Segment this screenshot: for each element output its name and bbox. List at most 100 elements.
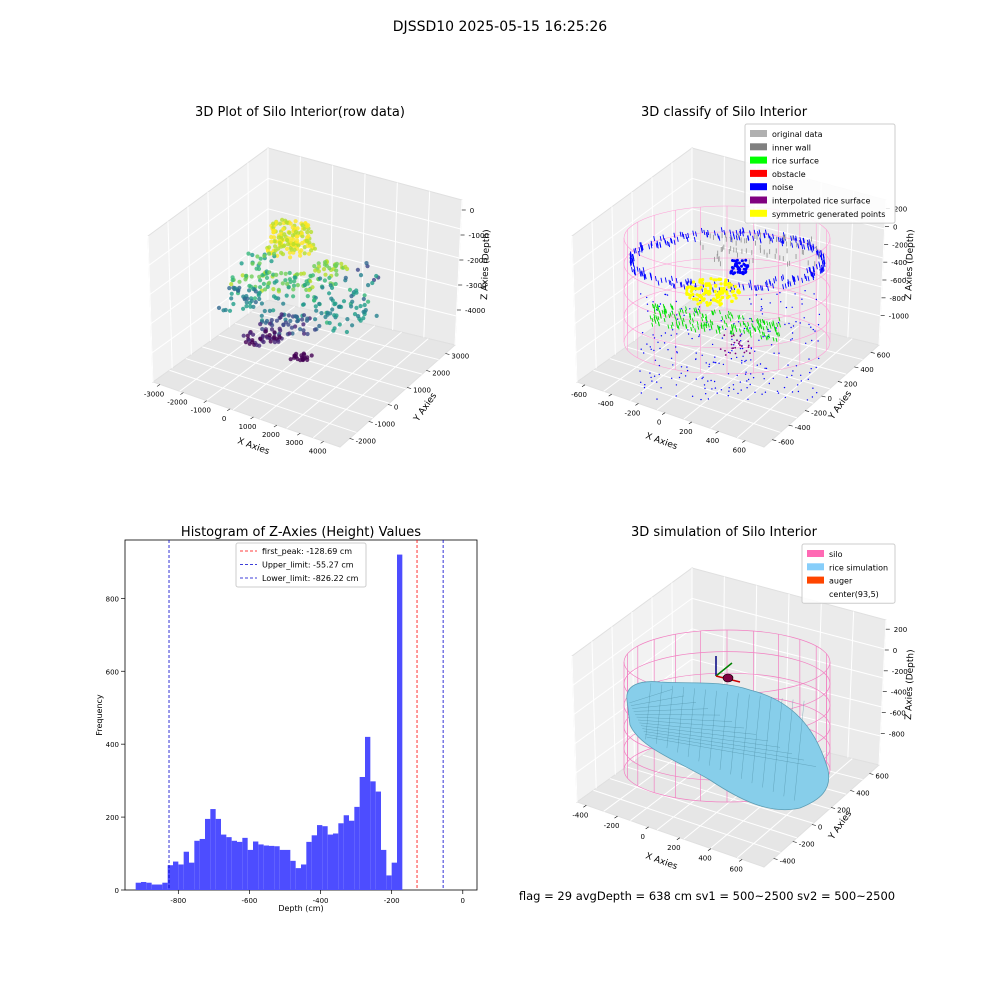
gridline	[169, 369, 357, 433]
noise-point	[744, 373, 747, 375]
gridline	[202, 346, 390, 404]
histogram-bar	[317, 825, 323, 890]
data-point	[269, 234, 274, 240]
noise-point	[815, 366, 817, 369]
y-tick-label: -1000	[375, 421, 395, 429]
x-tick-label: 0	[461, 897, 465, 905]
data-point	[287, 331, 292, 336]
noise-point	[650, 243, 653, 249]
noise-point	[689, 308, 691, 310]
z-tick-label: 200	[894, 626, 907, 634]
symmetric-point	[713, 289, 717, 294]
noise-point	[664, 238, 666, 244]
noise-point	[658, 305, 660, 308]
rice-surface-point	[651, 322, 654, 327]
interpolated-point	[749, 352, 751, 354]
noise-point	[655, 242, 658, 248]
data-point	[316, 269, 321, 274]
data-point	[327, 275, 332, 280]
noise-point	[809, 267, 812, 273]
p4-rice-surface	[626, 681, 830, 811]
y-tick	[804, 410, 810, 412]
noise-point	[742, 355, 744, 357]
histogram-bar	[226, 837, 232, 890]
surface-mesh	[636, 716, 733, 722]
noise-point	[747, 398, 749, 400]
legend-label: obstacle	[772, 170, 806, 179]
data-point	[291, 237, 296, 242]
data-point	[285, 237, 290, 243]
noise-point	[633, 269, 636, 275]
data-point	[251, 332, 256, 337]
interpolated-point	[747, 344, 750, 347]
surface-mesh	[640, 725, 769, 742]
data-point	[252, 296, 258, 301]
symmetric-point	[725, 282, 730, 286]
data-point	[227, 308, 233, 313]
noise-point	[736, 356, 738, 359]
noise-point	[632, 260, 635, 266]
rice-surface-point	[759, 318, 762, 324]
noise-point	[713, 230, 716, 236]
noise-point	[683, 284, 686, 290]
rice-surface-point	[657, 316, 660, 321]
gridline	[571, 655, 578, 803]
data-point	[274, 318, 279, 323]
noise-point	[639, 242, 642, 248]
p1-z-ticks: 0 -1000 -2000 -3000 -4000	[456, 207, 489, 315]
noise-point	[659, 303, 662, 305]
legend-box	[744, 123, 896, 224]
p3-title: Histogram of Z-Axies (Height) Values	[181, 525, 421, 540]
noise-point	[691, 337, 693, 340]
noise-point	[670, 334, 672, 336]
noise-point	[686, 236, 689, 243]
rice-surface-point	[673, 314, 676, 319]
symmetric-point	[701, 298, 706, 302]
data-point	[254, 342, 259, 348]
gridline	[603, 306, 720, 392]
y-tick	[870, 351, 875, 354]
noise-point	[709, 329, 711, 331]
rice-surface-point	[731, 314, 734, 319]
noise-point	[767, 233, 770, 239]
noise-point	[631, 254, 634, 260]
data-point	[243, 340, 248, 345]
p2-legend: original data inner wall rice surface obsta…	[744, 123, 896, 224]
data-point	[302, 226, 307, 231]
p3-plot-frame	[124, 539, 478, 891]
rice-surface-point	[663, 305, 666, 310]
noise-point	[630, 251, 632, 258]
p3-y-ticks: 0 200 400 600 800	[106, 595, 125, 895]
data-point	[305, 294, 310, 299]
histogram-bar	[359, 776, 365, 890]
noise-point	[744, 258, 748, 262]
noise-point	[821, 261, 824, 267]
interpolated-point	[730, 335, 733, 338]
data-point	[277, 326, 282, 331]
noise-point	[813, 269, 815, 275]
noise-point	[791, 306, 793, 308]
legend-label: interpolated rice surface	[772, 197, 870, 206]
data-point	[347, 287, 353, 292]
noise-point	[737, 392, 739, 395]
surface-mesh	[646, 736, 817, 767]
noise-point	[777, 322, 780, 324]
p3-y-label: Frequency	[95, 694, 104, 736]
legend-swatch	[750, 209, 767, 217]
noise-point	[762, 373, 764, 375]
data-point	[334, 268, 339, 273]
interpolated-point	[732, 334, 735, 337]
data-point	[263, 287, 268, 292]
data-point	[279, 271, 284, 276]
p1-y-ticks: -2000 -1000 0 1000 2000 3000	[349, 353, 469, 446]
data-point	[286, 322, 291, 327]
histogram-bar	[173, 861, 179, 890]
x-tick	[715, 430, 719, 434]
symmetric-point	[699, 300, 703, 304]
noise-point	[801, 277, 804, 283]
gridline	[609, 358, 798, 419]
rice-surface-point	[670, 324, 673, 329]
noise-point	[791, 338, 793, 340]
histogram-bar	[242, 837, 248, 890]
rice-surface-point	[729, 330, 732, 335]
